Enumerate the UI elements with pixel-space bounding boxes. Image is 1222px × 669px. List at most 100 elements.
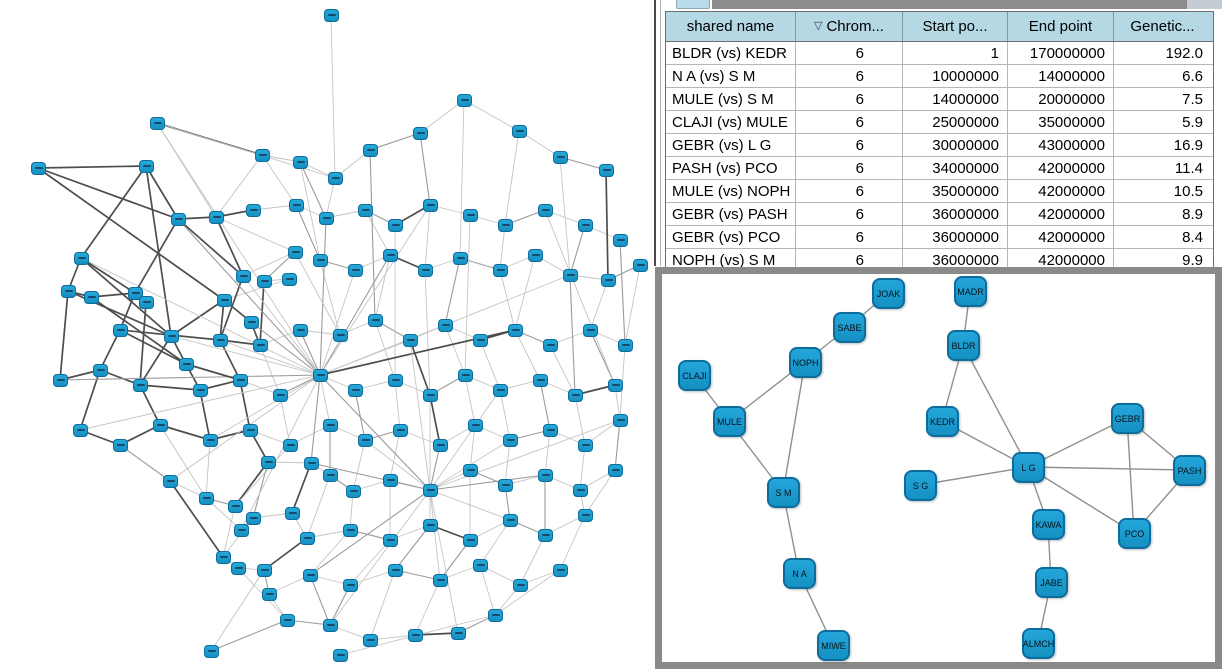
- network-edge[interactable]: [330, 14, 336, 179]
- network-node[interactable]: [31, 162, 46, 175]
- network-edge[interactable]: [80, 165, 147, 259]
- network-node[interactable]: [333, 649, 348, 662]
- network-edge[interactable]: [619, 239, 626, 346]
- network-edge[interactable]: [614, 419, 621, 471]
- network-node[interactable]: [458, 369, 473, 382]
- network-edge[interactable]: [259, 280, 265, 346]
- network-edge[interactable]: [319, 259, 341, 336]
- network-edge[interactable]: [299, 161, 321, 261]
- network-node[interactable]: [204, 645, 219, 658]
- table-row[interactable]: MULE (vs) NOPH 6 35000000 42000000 10.5: [666, 180, 1213, 203]
- network-edge[interactable]: [319, 269, 356, 376]
- network-node[interactable]: [568, 389, 583, 402]
- network-node[interactable]: [255, 149, 270, 162]
- network-node[interactable]: [313, 254, 328, 267]
- network-node[interactable]: [246, 512, 261, 525]
- network-edge[interactable]: [504, 130, 520, 226]
- network-node[interactable]: [343, 579, 358, 592]
- network-node[interactable]: [613, 234, 628, 247]
- network-edge[interactable]: [409, 339, 431, 491]
- network-node[interactable]: [513, 579, 528, 592]
- network-edge[interactable]: [429, 474, 546, 491]
- network-node-gebr[interactable]: GEBR: [1111, 403, 1144, 434]
- network-edge[interactable]: [242, 251, 296, 277]
- network-node[interactable]: [261, 456, 276, 469]
- network-edge[interactable]: [169, 480, 224, 558]
- network-edge[interactable]: [479, 519, 511, 566]
- network-node[interactable]: [543, 424, 558, 437]
- network-node[interactable]: [388, 374, 403, 387]
- network-node[interactable]: [243, 424, 258, 437]
- network-node-s-m[interactable]: S M: [767, 477, 800, 508]
- network-edge[interactable]: [210, 619, 288, 652]
- network-edge[interactable]: [479, 564, 496, 616]
- network-edge[interactable]: [310, 462, 431, 491]
- network-edge[interactable]: [177, 218, 244, 277]
- network-edge[interactable]: [429, 489, 441, 581]
- network-edge[interactable]: [139, 384, 201, 391]
- network-node[interactable]: [508, 324, 523, 337]
- network-edge[interactable]: [1027, 466, 1190, 471]
- network-edge[interactable]: [139, 335, 172, 386]
- panel-tab[interactable]: [676, 0, 710, 9]
- filter-icon[interactable]: ▽: [814, 20, 823, 32]
- network-edge[interactable]: [319, 204, 431, 376]
- network-edge[interactable]: [291, 462, 312, 514]
- network-node[interactable]: [457, 94, 472, 107]
- network-node[interactable]: [463, 209, 478, 222]
- network-node[interactable]: [217, 294, 232, 307]
- network-edge[interactable]: [159, 424, 207, 499]
- network-node[interactable]: [346, 485, 361, 498]
- network-node[interactable]: [393, 424, 408, 437]
- network-node[interactable]: [383, 534, 398, 547]
- network-node[interactable]: [253, 339, 268, 352]
- network-edge[interactable]: [514, 329, 541, 381]
- network-edge[interactable]: [159, 424, 211, 441]
- network-node[interactable]: [468, 419, 483, 432]
- network-node[interactable]: [280, 614, 295, 627]
- network-edge[interactable]: [464, 214, 471, 376]
- network-edge[interactable]: [90, 296, 187, 365]
- network-edge[interactable]: [252, 461, 269, 519]
- network-node-almch[interactable]: ALMCH: [1022, 628, 1055, 659]
- network-node-pco[interactable]: PCO: [1118, 518, 1151, 549]
- network-node[interactable]: [304, 457, 319, 470]
- network-node[interactable]: [553, 564, 568, 577]
- network-edge[interactable]: [424, 204, 431, 271]
- network-edge[interactable]: [310, 374, 321, 464]
- network-node[interactable]: [473, 559, 488, 572]
- network-node[interactable]: [324, 9, 339, 22]
- network-node[interactable]: [599, 164, 614, 177]
- network-node[interactable]: [608, 379, 623, 392]
- network-edge[interactable]: [544, 429, 551, 476]
- network-node[interactable]: [262, 588, 277, 601]
- network-edge[interactable]: [199, 389, 211, 441]
- network-node[interactable]: [285, 507, 300, 520]
- network-node-joak[interactable]: JOAK: [872, 278, 905, 309]
- network-node[interactable]: [528, 249, 543, 262]
- network-node[interactable]: [453, 252, 468, 265]
- network-edge[interactable]: [374, 254, 391, 321]
- network-node[interactable]: [533, 374, 548, 387]
- network-node[interactable]: [300, 532, 315, 545]
- network-node[interactable]: [150, 117, 165, 130]
- table-row[interactable]: PASH (vs) PCO 6 34000000 42000000 11.4: [666, 157, 1213, 180]
- network-node[interactable]: [246, 204, 261, 217]
- network-node[interactable]: [313, 369, 328, 382]
- network-edge[interactable]: [544, 209, 616, 386]
- network-node[interactable]: [438, 319, 453, 332]
- network-node[interactable]: [228, 500, 243, 513]
- network-node[interactable]: [473, 334, 488, 347]
- network-edge[interactable]: [394, 524, 431, 571]
- network-node[interactable]: [538, 204, 553, 217]
- network-node[interactable]: [633, 259, 648, 272]
- network-node[interactable]: [273, 389, 288, 402]
- network-node[interactable]: [179, 358, 194, 371]
- main-network-canvas[interactable]: [0, 0, 652, 669]
- network-node[interactable]: [503, 514, 518, 527]
- network-edge[interactable]: [185, 363, 241, 381]
- network-node-madr[interactable]: MADR: [954, 276, 987, 307]
- table-row[interactable]: MULE (vs) S M 6 14000000 20000000 7.5: [666, 88, 1213, 111]
- network-node-jabe[interactable]: JABE: [1035, 567, 1068, 598]
- network-node-kedr[interactable]: KEDR: [926, 406, 959, 437]
